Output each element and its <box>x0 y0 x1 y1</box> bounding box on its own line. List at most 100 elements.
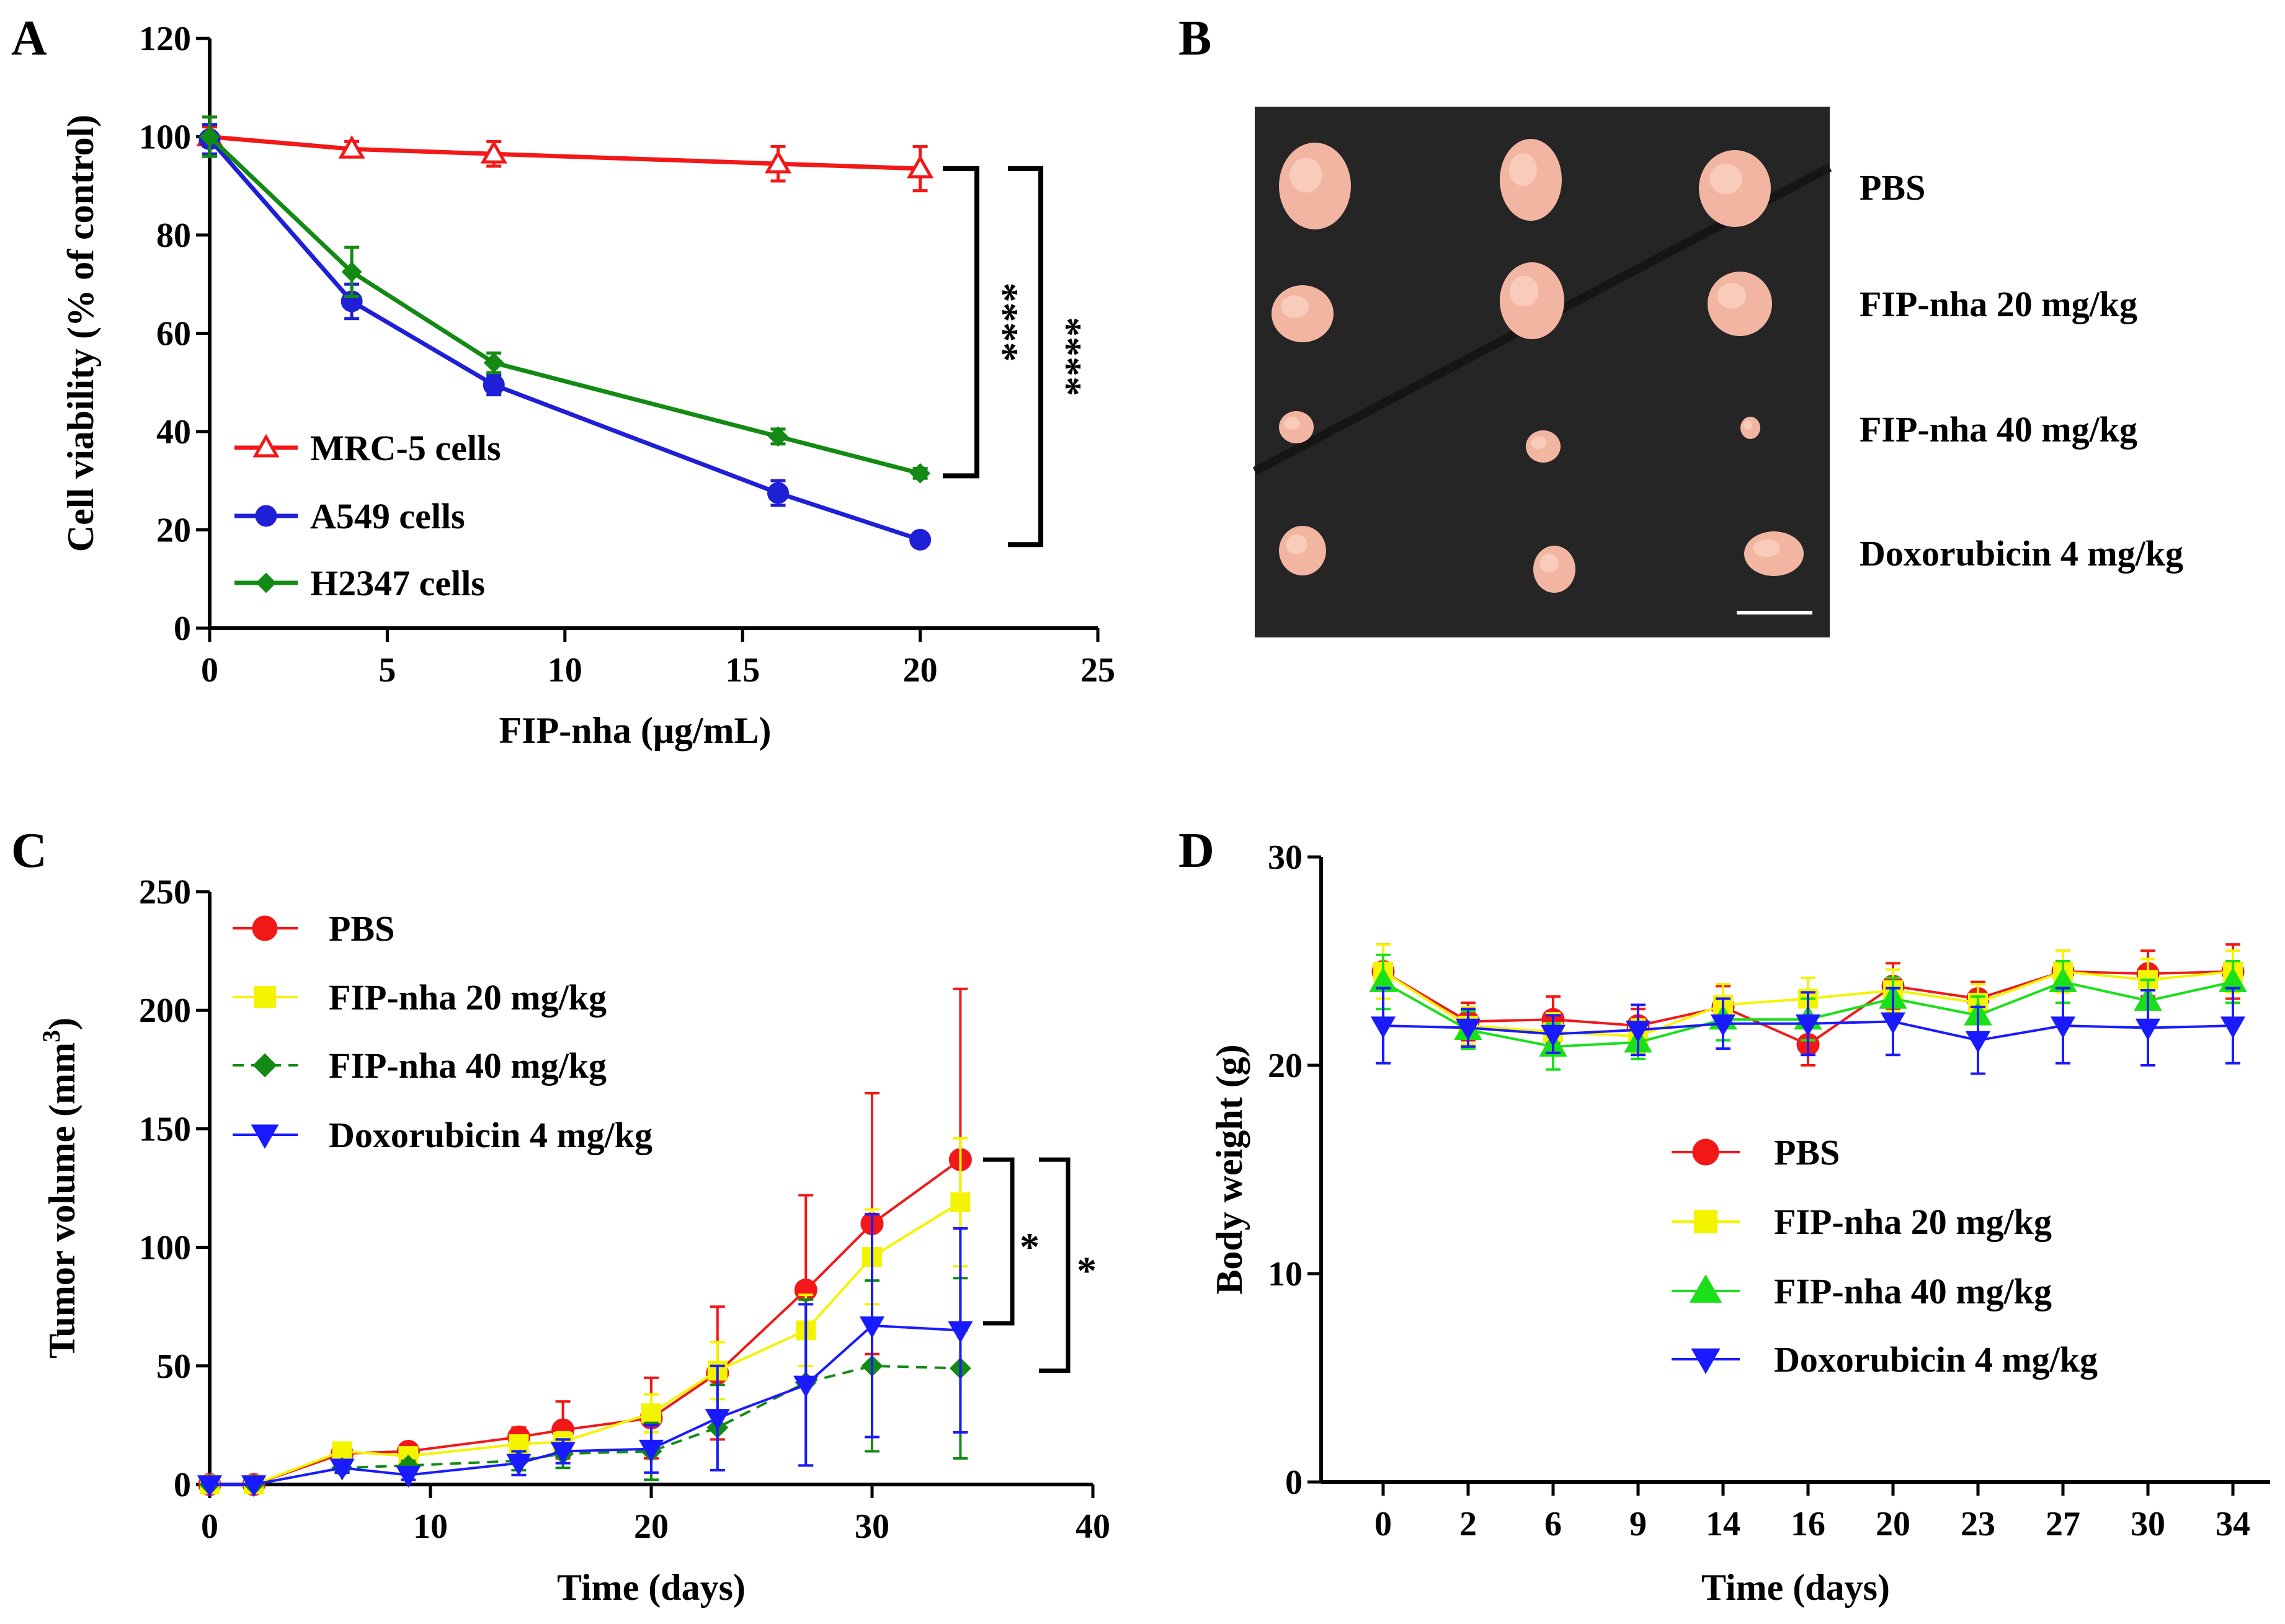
data-point-doxorubicin-4-mg-kg <box>550 1442 576 1464</box>
x-tick-label: 6 <box>1544 1505 1562 1543</box>
data-point-doxorubicin-4-mg-kg <box>1625 1021 1651 1043</box>
chart-a: 0 20 40 60 80 100 120 0 5 10 15 20 25 FIP-nha (μg/mL)… <box>60 20 1115 751</box>
tumor-highlight <box>1286 535 1307 554</box>
x-tick-label: 20 <box>1876 1505 1910 1543</box>
data-point-doxorubicin-4-mg-kg <box>1965 1031 1991 1054</box>
legend-label-a549-cells: A549 cells <box>310 496 465 536</box>
photo-row-label-pbs: PBS <box>1860 167 1925 208</box>
legend-label-fip-nha-40-mg-kg: FIP-nha 40 mg/kg <box>1774 1271 2052 1311</box>
panel-label-c: C <box>11 823 47 878</box>
x-axis-title: Time (days) <box>1701 1567 1890 1608</box>
data-point-fip-nha-20-mg-kg <box>641 1403 661 1424</box>
y-axis-title: Cell viability (% of control) <box>60 115 101 552</box>
data-point-doxorubicin-4-mg-kg <box>859 1316 885 1339</box>
significance-label: **** <box>1046 317 1090 396</box>
x-axis-title: FIP-nha (μg/mL) <box>499 710 771 751</box>
x-tick-label: 0 <box>201 1507 218 1546</box>
x-tick-label: 23 <box>1961 1505 1995 1543</box>
x-tick-label: 2 <box>1459 1505 1477 1543</box>
data-point-doxorubicin-4-mg-kg <box>1710 1014 1736 1037</box>
legend-marker-pbs <box>252 915 278 941</box>
legend-marker-fip-nha-20-mg-kg <box>254 986 276 1008</box>
data-point-mrc-5-cells <box>480 140 507 164</box>
legend-marker-fip-nha-40-mg-kg <box>252 1053 277 1078</box>
y-tick-label: 0 <box>1285 1463 1303 1502</box>
x-tick-label: 5 <box>378 651 396 690</box>
y-tick-label: 250 <box>139 873 191 912</box>
x-tick-label: 40 <box>1076 1507 1110 1546</box>
series-line-fip-nha-40-mg-kg <box>210 1364 961 1486</box>
y-tick-label: 30 <box>1268 838 1303 877</box>
legend-marker-mrc-5-cells <box>252 433 280 458</box>
y-axis-title: Body weight (g) <box>1209 1044 1250 1294</box>
y-tick-label: 80 <box>156 216 191 255</box>
photo-row-label-fip-nha-20-mg-kg: FIP-nha 20 mg/kg <box>1860 284 2137 324</box>
chart-c: 0 50 100 150 200 250 0 10 20 30 40 Time (days) Tumor… <box>37 873 1110 1608</box>
significance-bracket <box>943 166 979 479</box>
x-tick-label: 10 <box>548 651 582 690</box>
legend-marker-fip-nha-20-mg-kg <box>1694 1210 1717 1233</box>
data-point-doxorubicin-4-mg-kg <box>2050 1016 2076 1039</box>
y-tick-label: 0 <box>174 1466 191 1504</box>
data-point-h2347-cells <box>768 426 788 447</box>
x-tick-label: 16 <box>1791 1505 1825 1543</box>
tumor-highlight <box>1539 554 1559 573</box>
x-tick-label: 34 <box>2216 1505 2250 1543</box>
y-tick-label: 200 <box>139 992 191 1030</box>
legend-label-pbs: PBS <box>329 908 394 949</box>
x-tick-label: 14 <box>1706 1505 1740 1543</box>
significance-label: * <box>1077 1248 1097 1292</box>
data-point-doxorubicin-4-mg-kg <box>2135 1018 2161 1041</box>
legend-label-fip-nha-20-mg-kg: FIP-nha 20 mg/kg <box>1774 1202 2052 1242</box>
data-point-doxorubicin-4-mg-kg <box>1880 1012 1906 1034</box>
photo-row-label-fip-nha-40-mg-kg: FIP-nha 40 mg/kg <box>1860 409 2137 450</box>
series-line-mrc-5-cells <box>209 135 920 171</box>
legend-label-h2347-cells: H2347 cells <box>310 563 485 603</box>
data-point-doxorubicin-4-mg-kg <box>396 1465 421 1488</box>
tumor-highlight <box>1281 295 1309 318</box>
tumor-highlight <box>1717 283 1747 309</box>
legend-label-fip-nha-20-mg-kg: FIP-nha 20 mg/kg <box>329 977 607 1018</box>
y-tick-label: 10 <box>1268 1255 1303 1293</box>
x-tick-label: 0 <box>1374 1505 1392 1543</box>
x-tick-label: 25 <box>1080 651 1115 690</box>
data-point-doxorubicin-4-mg-kg <box>1370 1016 1396 1039</box>
y-tick-label: 150 <box>139 1110 191 1148</box>
data-point-h2347-cells <box>483 352 504 373</box>
x-tick-label: 20 <box>903 651 938 690</box>
x-tick-label: 20 <box>634 1507 669 1546</box>
y-tick-label: 50 <box>156 1347 191 1386</box>
y-tick-label: 0 <box>174 610 191 648</box>
x-axis-title: Time (days) <box>557 1567 746 1608</box>
data-point-doxorubicin-4-mg-kg <box>506 1453 532 1476</box>
x-tick-label: 15 <box>725 651 760 690</box>
y-axis-title-main: Tumor volume (mm <box>42 1042 82 1359</box>
data-point-a549-cells <box>767 482 789 504</box>
tumor-highlight <box>1289 158 1322 193</box>
x-tick-label: 30 <box>855 1507 889 1546</box>
data-point-fip-nha-20-mg-kg <box>950 1192 971 1212</box>
y-tick-label: 100 <box>139 1229 191 1267</box>
series-line-fip-nha-20-mg-kg <box>210 1201 961 1486</box>
data-point-mrc-5-cells <box>764 149 792 174</box>
tumor-highlight <box>1753 539 1780 557</box>
significance-label: **** <box>982 283 1027 362</box>
data-point-doxorubicin-4-mg-kg <box>329 1458 355 1481</box>
legend-label-mrc-5-cells: MRC-5 cells <box>310 428 501 468</box>
y-axis-title: Tumor volume (mm3) <box>37 1018 82 1359</box>
photo-row-label-doxorubicin-4-mg-kg: Doxorubicin 4 mg/kg <box>1860 533 2183 574</box>
y-tick-label: 20 <box>156 512 191 550</box>
data-point-a549-cells <box>909 528 932 551</box>
tumor-photo-panel: PBS FIP-nha 20 mg/kg FIP-nha 40 mg/kg Doxor… <box>1252 107 2183 637</box>
x-tick-label: 10 <box>413 1507 448 1546</box>
x-tick-label: 9 <box>1629 1505 1647 1543</box>
legend-marker-doxorubicin-4-mg-kg <box>251 1124 279 1149</box>
data-point-h2347-cells <box>341 262 362 282</box>
y-axis-title-superscript: 3 <box>37 1030 65 1042</box>
legend-marker-h2347-cells <box>256 572 277 593</box>
data-point-mrc-5-cells <box>338 135 365 159</box>
x-tick-label: 0 <box>201 651 218 690</box>
legend-marker-fip-nha-40-mg-kg <box>1689 1274 1722 1303</box>
tumor-highlight <box>1509 275 1539 307</box>
